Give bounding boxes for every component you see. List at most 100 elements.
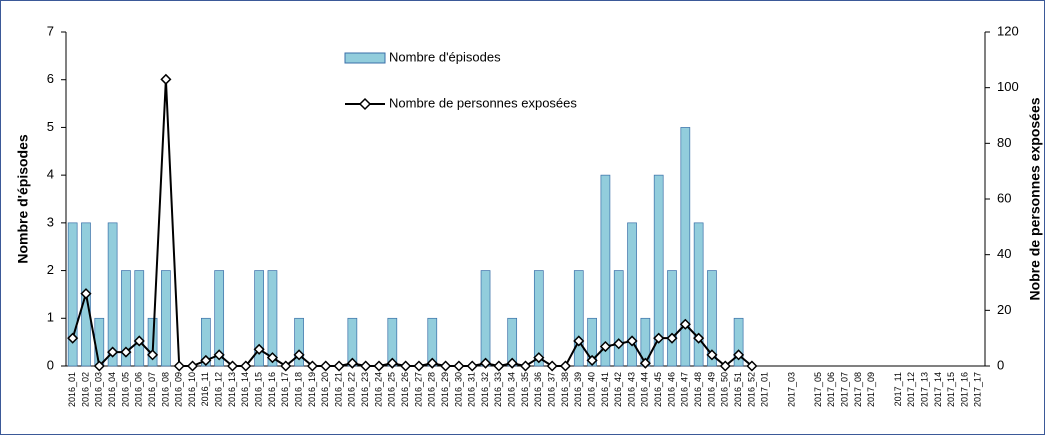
line-marker [666,332,678,344]
x-tick-label: 2017_08 [853,372,863,407]
line-marker [733,349,745,361]
x-tick-label: 2016_32 [480,372,490,407]
x-tick-label: 2016_22 [347,372,357,407]
line-marker [333,360,345,372]
y2-axis-title: Nobre de personnes exposées [1027,97,1043,300]
x-tick-label: 2016_16 [267,372,277,407]
line-marker [147,349,159,361]
line-marker [186,360,199,372]
line [71,79,753,369]
x-tick-label: 2016_28 [427,372,437,407]
line-marker [479,357,492,369]
line-marker [80,288,92,300]
y2-tick-label: 20 [997,302,1011,317]
x-tick-label: 2016_24 [373,372,383,407]
x-tick-label: 2016_47 [680,372,690,407]
line-marker [719,360,731,372]
x-tick-label: 2016_03 [94,372,104,407]
bar [653,174,664,367]
bar [600,174,611,367]
x-tick-label: 2016_19 [307,372,317,407]
line-marker [653,332,665,344]
bar [267,270,278,367]
x-tick-label: 2017_06 [826,372,836,407]
line-marker [67,332,79,344]
x-tick-label: 2016_20 [320,372,330,407]
x-tick-label: 2016_04 [107,372,117,407]
y-tick-label: 0 [47,357,54,372]
line-marker [400,360,412,372]
line-marker [360,360,372,372]
x-tick-label: 2016_41 [600,372,610,407]
x-tick-label: 2016_48 [693,372,703,407]
bar [134,270,145,367]
x-tick-label: 2016_21 [333,372,343,407]
y-tick-label: 4 [47,167,54,182]
x-tick-label: 2017_11 [893,372,903,406]
line-marker [306,360,318,372]
x-tick-label: 2016_09 [174,372,184,407]
line-marker [346,357,358,369]
line-marker [93,360,105,372]
line-marker [506,357,518,369]
line-marker [440,360,452,372]
legend-swatch-marker [358,97,372,111]
line-marker [280,360,292,372]
line-marker [586,354,598,366]
line-marker [546,360,558,372]
x-tick-label: 2016_43 [626,372,636,407]
x-tick-label: 2016_07 [147,372,157,407]
y-tick-label: 6 [47,71,54,86]
x-tick-label: 2016_10 [187,372,197,407]
bar [294,317,304,367]
y2-tick-label: 80 [997,135,1011,150]
x-tick-label: 2017_13 [919,372,929,407]
x-tick-label: 2017_01 [760,372,770,407]
x-tick-label: 2016_02 [80,372,90,407]
bar [693,222,704,367]
x-tick-label: 2016_13 [227,372,237,407]
line-marker [639,357,651,369]
x-tick-label: 2016_29 [440,372,450,407]
line-marker [493,360,505,372]
legend-label: Nombre de personnes exposées [389,95,577,110]
x-tick-label: 2016_01 [67,372,77,407]
x-tick-label: 2016_46 [666,372,676,407]
x-tick-label: 2016_52 [746,372,756,407]
y2-tick-label: 0 [997,357,1004,372]
x-tick-label: 2016_31 [467,372,477,407]
y-tick-label: 2 [47,262,54,277]
x-tick-label: 2016_26 [400,372,410,407]
bar [107,222,118,367]
x-tick-label: 2016_18 [293,372,303,407]
x-tick-label: 2017_09 [866,372,876,407]
x-tick-label: 2017_03 [786,372,796,407]
line-marker [160,73,172,85]
legend-label: Nombre d'épisodes [389,49,501,64]
bar [613,270,624,367]
x-tick-label: 2016_30 [453,372,463,407]
x-tick-label: 2017_14 [933,372,943,407]
x-tick-label: 2016_23 [360,372,370,407]
x-tick-label: 2016_14 [240,372,250,407]
x-tick-label: 2016_33 [493,372,503,407]
x-tick-label: 2016_51 [733,372,743,407]
line-marker [213,349,225,361]
line-marker [320,360,332,372]
x-tick-label: 2017_07 [840,372,850,407]
line-marker [413,360,425,372]
line-marker [599,340,611,353]
x-tick-label: 2016_12 [214,372,224,407]
legend-swatch-bar [344,52,386,64]
y2-tick-label: 60 [997,190,1011,205]
bar [707,270,717,367]
bar [480,270,491,367]
line-marker [693,332,705,344]
x-tick-label: 2017_12 [906,372,916,407]
bar [573,270,584,367]
bar [200,317,211,367]
x-tick-label: 2016_25 [387,372,397,407]
bar [161,270,171,367]
